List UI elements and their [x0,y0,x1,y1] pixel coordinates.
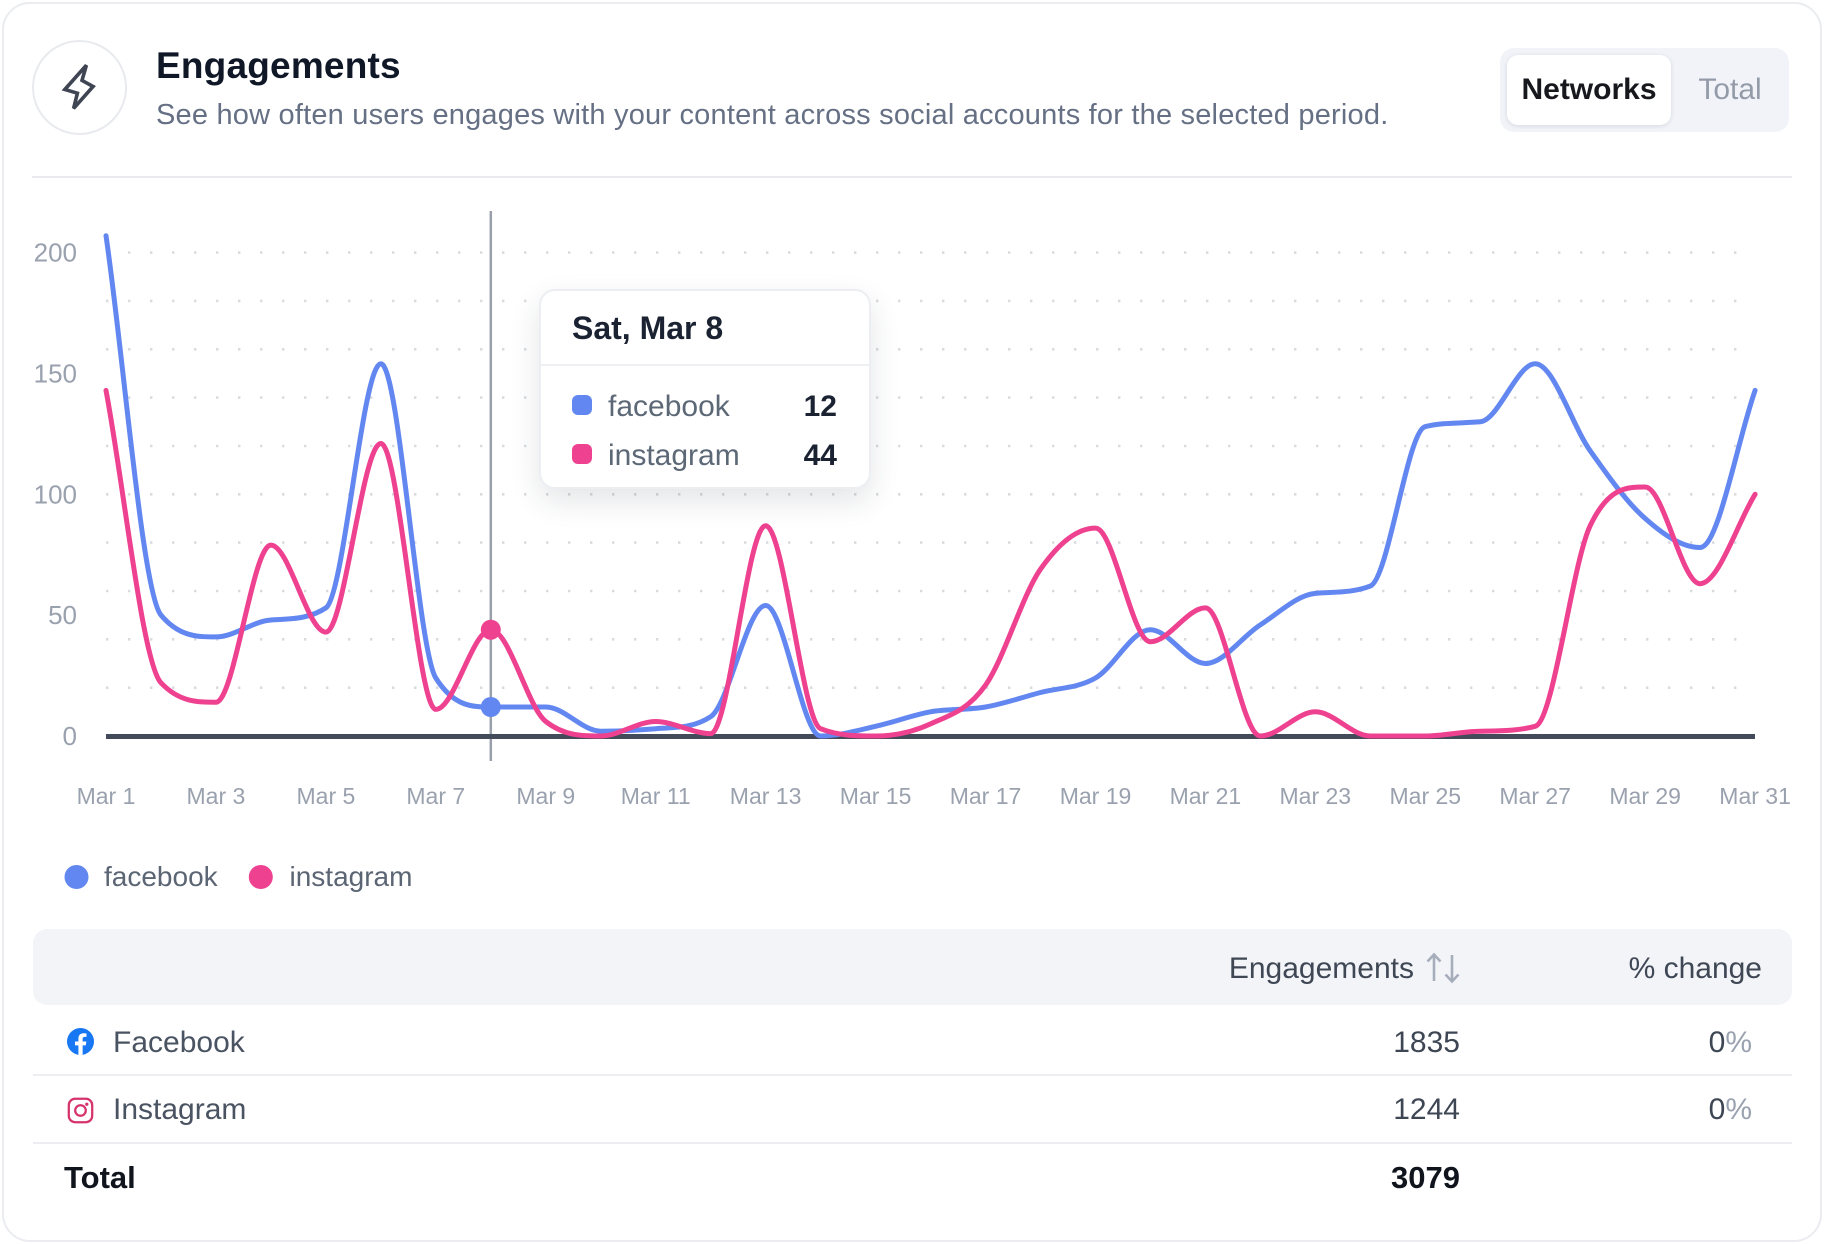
svg-text:Mar 17: Mar 17 [950,783,1022,809]
svg-text:Mar 7: Mar 7 [406,783,465,809]
svg-text:200: 200 [34,238,77,268]
svg-text:Mar 13: Mar 13 [730,783,802,809]
svg-text:Mar 27: Mar 27 [1499,783,1571,809]
svg-text:Mar 15: Mar 15 [840,783,912,809]
svg-text:Mar 1: Mar 1 [77,783,136,809]
svg-text:50: 50 [48,600,77,630]
svg-text:Mar 25: Mar 25 [1390,783,1462,809]
svg-text:0: 0 [63,721,77,751]
svg-text:Mar 19: Mar 19 [1060,783,1132,809]
svg-text:Mar 31: Mar 31 [1719,783,1791,809]
svg-text:Mar 9: Mar 9 [516,783,575,809]
svg-text:150: 150 [34,359,77,389]
svg-text:Mar 21: Mar 21 [1170,783,1242,809]
svg-text:100: 100 [34,479,77,509]
svg-text:Mar 11: Mar 11 [621,783,691,809]
svg-text:Mar 29: Mar 29 [1609,783,1681,809]
svg-text:instagram: instagram [290,861,413,892]
svg-text:Mar 3: Mar 3 [187,783,246,809]
svg-text:Mar 23: Mar 23 [1280,783,1352,809]
svg-text:facebook: facebook [104,861,219,892]
svg-text:Mar 5: Mar 5 [297,783,356,809]
